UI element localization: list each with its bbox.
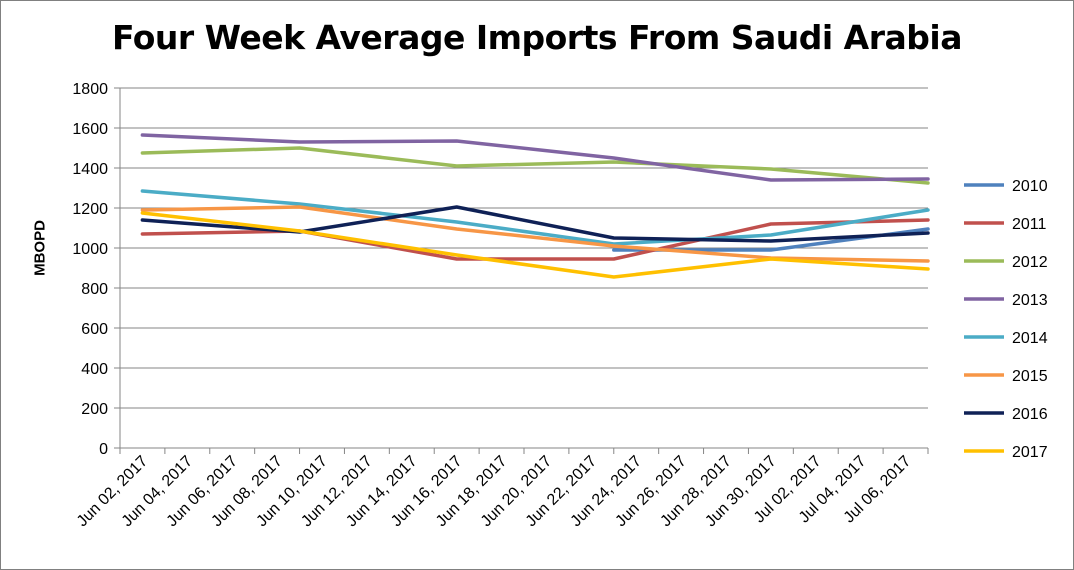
legend-label-2014: 2014 xyxy=(1012,330,1048,347)
series-line-2014 xyxy=(140,189,930,246)
series-lines xyxy=(140,133,930,279)
legend-label-2013: 2013 xyxy=(1012,292,1048,309)
y-tick-label: 1800 xyxy=(72,81,108,98)
legend-label-2016: 2016 xyxy=(1012,406,1048,423)
axes xyxy=(114,87,929,454)
series-line-2015 xyxy=(140,205,930,263)
y-tick-label: 0 xyxy=(99,441,108,458)
y-tick-label: 400 xyxy=(81,361,108,378)
legend-label-2010: 2010 xyxy=(1012,178,1048,195)
series-line-2012 xyxy=(140,146,930,185)
legend-label-2011: 2011 xyxy=(1012,216,1047,233)
legend-label-2017: 2017 xyxy=(1012,444,1048,461)
y-tick-label: 800 xyxy=(81,281,108,298)
series-line-2017 xyxy=(140,211,930,279)
y-tick-labels: 0 200 400 600 800 1000 1200 1400 1600 1800 xyxy=(72,81,108,458)
chart-title: Four Week Average Imports From Saudi Ara… xyxy=(112,18,962,57)
legend: 2010 2011 2012 2013 2014 2015 2016 2017 xyxy=(964,178,1048,461)
legend-label-2015: 2015 xyxy=(1012,368,1048,385)
series-line-2016 xyxy=(140,205,930,243)
y-tick-label: 1000 xyxy=(72,241,108,258)
gridlines xyxy=(120,87,928,409)
series-line-2013 xyxy=(140,133,930,182)
y-tick-label: 1600 xyxy=(72,121,108,138)
y-tick-label: 1200 xyxy=(72,201,108,218)
y-tick-label: 600 xyxy=(81,321,108,338)
y-tick-label: 1400 xyxy=(72,161,108,178)
y-tick-label: 200 xyxy=(81,401,108,418)
legend-label-2012: 2012 xyxy=(1012,254,1048,271)
